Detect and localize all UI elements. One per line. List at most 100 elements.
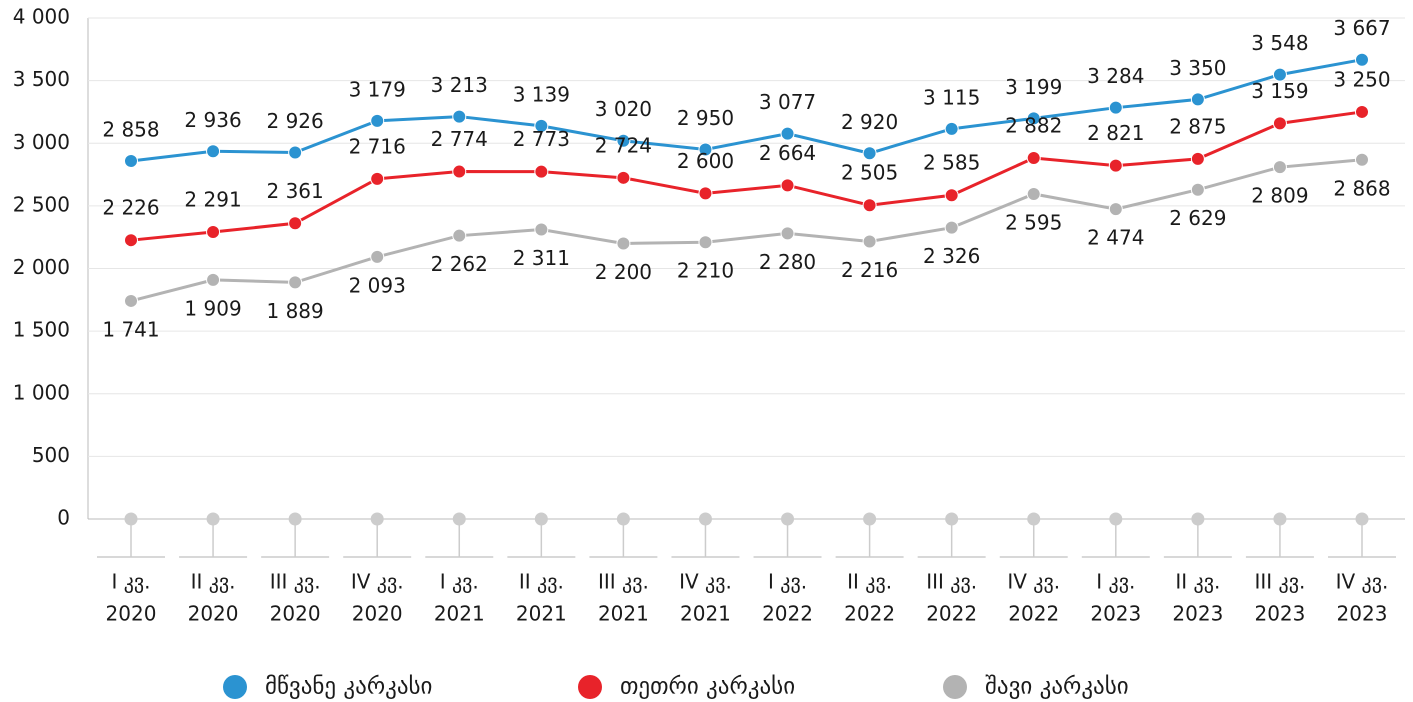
- legend-label: თეთრი კარკასი: [620, 674, 795, 700]
- data-point: [1190, 182, 1205, 197]
- x-tick-label: II კვ.: [847, 570, 892, 594]
- data-point: [698, 235, 713, 250]
- data-point: [1272, 116, 1287, 131]
- y-tick-label: 1 500: [13, 318, 70, 342]
- y-tick-label: 2 500: [13, 192, 70, 216]
- data-point: [124, 233, 138, 248]
- x-tick-label: 2023: [1172, 602, 1223, 626]
- data-point: [452, 164, 467, 179]
- series-line: [130, 110, 1363, 242]
- x-tick-label: IV კვ.: [1007, 570, 1060, 594]
- category-marker: [1191, 512, 1205, 526]
- data-label: 2 200: [595, 260, 652, 284]
- data-point: [1108, 202, 1123, 217]
- y-tick-label: 500: [32, 443, 70, 467]
- series-line: [130, 158, 1363, 303]
- data-label: 3 284: [1087, 64, 1144, 88]
- data-point: [370, 113, 385, 128]
- data-point: [1026, 111, 1041, 126]
- data-label: 2 093: [349, 273, 406, 297]
- category-marker: [781, 512, 795, 526]
- data-point: [1190, 151, 1205, 166]
- data-label: 1 741: [102, 317, 159, 341]
- x-tick-label: 2021: [434, 602, 485, 626]
- data-label: 2 280: [759, 250, 816, 274]
- data-label: 3 139: [513, 82, 570, 106]
- category-marker: [1273, 512, 1287, 526]
- category-marker: [370, 512, 384, 526]
- x-tick-label: IV კვ.: [1336, 570, 1389, 594]
- data-label: 2 724: [595, 133, 652, 157]
- data-point: [862, 146, 877, 161]
- data-label: 2 936: [184, 108, 241, 132]
- data-point: [534, 222, 549, 237]
- category-marker: [1355, 512, 1369, 526]
- data-point: [1272, 160, 1287, 175]
- data-label: 3 115: [923, 85, 980, 109]
- data-label: 3 199: [1005, 75, 1062, 99]
- data-point: [1355, 152, 1369, 167]
- data-point: [206, 272, 221, 287]
- legend-label: შავი კარკასი: [985, 674, 1129, 700]
- data-point: [780, 178, 795, 193]
- data-point: [288, 145, 303, 160]
- data-point: [452, 109, 467, 124]
- data-label: 3 350: [1169, 56, 1226, 80]
- data-point: [944, 188, 959, 203]
- data-label: 2 821: [1087, 121, 1144, 145]
- data-point: [206, 144, 221, 159]
- x-tick-label: 2021: [516, 602, 567, 626]
- data-point: [698, 186, 713, 201]
- data-label: 3 179: [349, 77, 406, 101]
- x-tick-label: 2023: [1254, 602, 1305, 626]
- y-tick-label: 2 000: [13, 255, 70, 279]
- data-point: [616, 170, 631, 185]
- data-point: [1026, 151, 1041, 166]
- data-point: [288, 216, 303, 231]
- category-marker: [945, 512, 959, 526]
- data-point: [780, 226, 795, 241]
- x-tick-label: 2020: [352, 602, 403, 626]
- x-tick-label: 2020: [106, 602, 157, 626]
- x-tick-label: III კვ.: [926, 570, 977, 594]
- data-point: [124, 154, 138, 169]
- data-point: [1108, 100, 1123, 115]
- data-label: 3 020: [595, 97, 652, 121]
- data-label: 2 505: [841, 161, 898, 185]
- data-label: 1 909: [184, 296, 241, 320]
- data-label: 3 250: [1333, 67, 1390, 91]
- legend-marker: [223, 675, 247, 699]
- x-tick-label: 2022: [1008, 602, 1059, 626]
- y-tick-label: 0: [57, 506, 70, 530]
- x-tick-label: I კვ.: [768, 570, 807, 594]
- x-tick-label: IV კვ.: [679, 570, 732, 594]
- category-marker: [124, 512, 138, 526]
- legend-marker: [578, 675, 602, 699]
- data-point: [780, 126, 795, 141]
- data-label: 2 858: [102, 118, 159, 142]
- data-label: 2 774: [431, 127, 488, 151]
- data-label: 2 291: [184, 188, 241, 212]
- data-point: [370, 171, 385, 186]
- data-label: 3 213: [431, 73, 488, 97]
- x-tick-label: 2021: [598, 602, 649, 626]
- category-marker: [206, 512, 220, 526]
- data-label: 2 474: [1087, 226, 1144, 250]
- x-tick-label: 2023: [1090, 602, 1141, 626]
- data-label: 2 210: [677, 259, 734, 283]
- x-tick-label: 2020: [270, 602, 321, 626]
- legend-label: მწვანე კარკასი: [265, 674, 432, 700]
- x-tick-label: II კვ.: [1175, 570, 1220, 594]
- data-point: [124, 293, 138, 308]
- category-marker: [1109, 512, 1123, 526]
- category-marker: [452, 512, 466, 526]
- data-label: 2 664: [759, 141, 816, 165]
- data-label: 2 773: [513, 127, 570, 151]
- x-tick-label: 2022: [844, 602, 895, 626]
- data-label: 2 920: [841, 110, 898, 134]
- category-marker: [1027, 512, 1041, 526]
- category-marker: [616, 512, 630, 526]
- x-tick-label: I კვ.: [1096, 570, 1135, 594]
- data-label: 3 077: [759, 90, 816, 114]
- data-point: [944, 220, 959, 235]
